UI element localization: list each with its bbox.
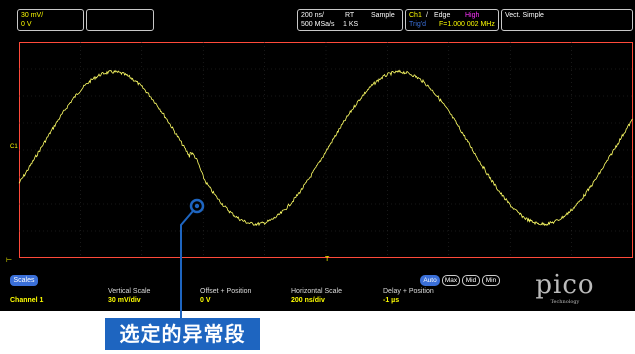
trigger-sep: /	[426, 12, 428, 19]
delay-label: Delay + Position	[383, 288, 434, 295]
timebase-box[interactable]: 200 ns/ RT Sample 500 MSa/s 1 KS	[297, 9, 403, 31]
logo-subtitle: Technology	[550, 299, 580, 305]
mode-max-button[interactable]: Max	[442, 275, 460, 286]
channel-label: Channel 1	[10, 297, 44, 304]
delay-value: -1 µs	[383, 297, 400, 304]
scales-button[interactable]: Scales	[10, 275, 38, 286]
graticule[interactable]	[19, 42, 633, 258]
offset-value: 0 V	[200, 297, 211, 304]
empty-measure-box[interactable]	[86, 9, 154, 31]
left-axis-tick-icon: ⊢	[6, 257, 13, 264]
vertical-scale-value: 30 mV/div	[108, 297, 141, 304]
vertical-scale-readout: 30 mV/	[21, 12, 44, 19]
logo-text: pico	[535, 270, 595, 300]
annotation-label: 选定的异常段	[105, 318, 260, 350]
mode-min-button[interactable]: Min	[482, 275, 500, 286]
offset-label: Offset + Position	[200, 288, 252, 295]
trigger-position-marker[interactable]: T	[325, 256, 330, 263]
pico-logo: pico Technology	[505, 270, 625, 310]
channel-marker[interactable]: C1	[10, 144, 18, 150]
acq-mode-readout: RT	[345, 12, 355, 19]
mode-auto-button[interactable]: Auto	[420, 275, 440, 286]
scope-display: 30 mV/ 0 V 200 ns/ RT Sample 500 MSa/s 1…	[0, 0, 635, 280]
horizontal-scale-control[interactable]: Horizontal Scale 200 ns/div	[291, 287, 342, 305]
vector-box[interactable]: Vect. Simple	[501, 9, 633, 31]
record-length-readout: 1 KS	[343, 21, 359, 28]
horizontal-scale-value: 200 ns/div	[291, 297, 325, 304]
vector-label: Vect. Simple	[505, 12, 544, 19]
vertical-settings-box[interactable]: 30 mV/ 0 V	[17, 9, 84, 31]
trigger-source: Ch1	[409, 12, 422, 19]
vertical-scale-label: Vertical Scale	[108, 288, 151, 295]
time-div-readout: 200 ns/	[301, 12, 324, 19]
sample-rate-readout: 500 MSa/s	[301, 21, 335, 28]
trigger-level: High	[465, 12, 480, 19]
horizontal-scale-label: Horizontal Scale	[291, 288, 342, 295]
vertical-offset-readout: 0 V	[21, 21, 32, 28]
trigger-box[interactable]: Ch1 / Edge High Trig'd F=1.000 002 MHz	[405, 9, 499, 31]
sample-mode-readout: Sample	[371, 12, 395, 19]
trigger-frequency: F=1.000 002 MHz	[439, 21, 495, 28]
delay-control[interactable]: Delay + Position -1 µs	[383, 287, 434, 305]
trigger-type: Edge	[434, 12, 451, 19]
offset-control[interactable]: Offset + Position 0 V	[200, 287, 251, 305]
vertical-scale-control[interactable]: Vertical Scale 30 mV/div	[108, 287, 150, 305]
scales-panel: Scales Auto Max Mid Min Channel 1 Vertic…	[0, 271, 635, 311]
trigger-status: Trig'd	[409, 21, 427, 28]
mode-mid-button[interactable]: Mid	[462, 275, 480, 286]
